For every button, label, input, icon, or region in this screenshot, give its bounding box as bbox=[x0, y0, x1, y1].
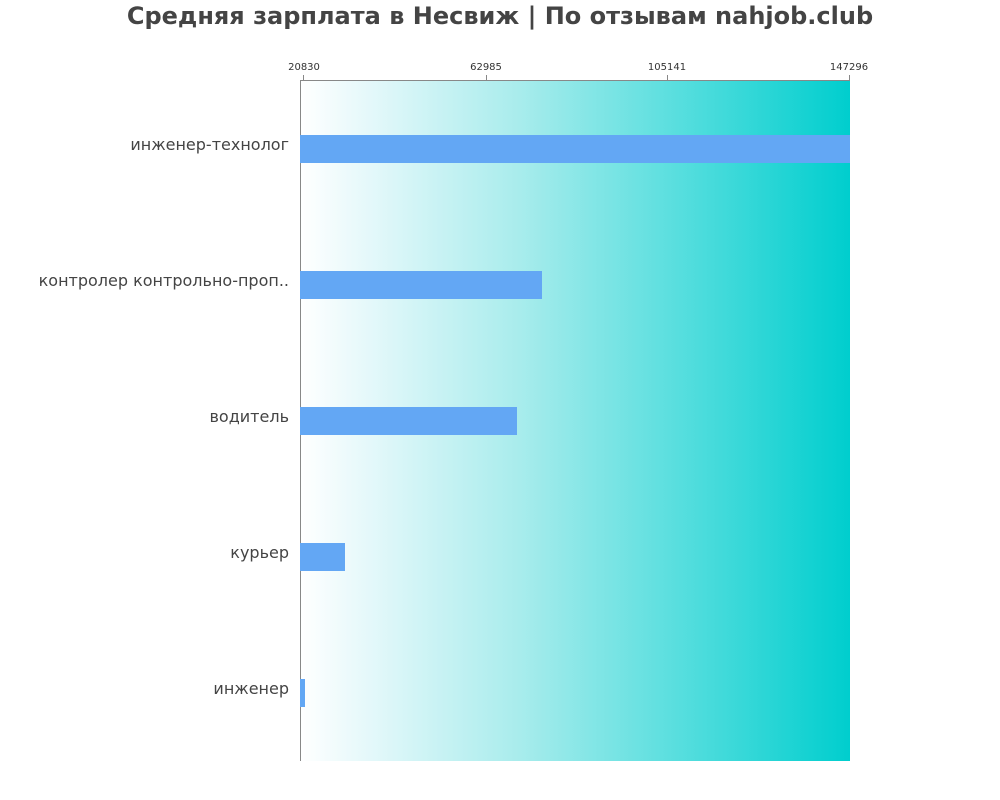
x-tick-label: 147296 bbox=[829, 62, 869, 73]
category-label: контролер контрольно-проп.. bbox=[38, 271, 289, 290]
category-label: курьер bbox=[230, 543, 289, 562]
bar bbox=[300, 407, 517, 435]
x-tick-label: 62985 bbox=[470, 62, 502, 73]
bar bbox=[300, 679, 306, 707]
bar bbox=[300, 543, 346, 571]
category-label: инженер bbox=[213, 679, 289, 698]
x-tick bbox=[667, 75, 668, 80]
chart-title: Средняя зарплата в Несвиж | По отзывам n… bbox=[126, 2, 874, 30]
x-tick-label: 105141 bbox=[647, 62, 687, 73]
bar bbox=[300, 135, 850, 163]
x-axis-line bbox=[300, 80, 850, 81]
x-tick bbox=[303, 75, 304, 80]
category-label: водитель bbox=[209, 407, 290, 426]
bar bbox=[300, 271, 543, 299]
x-tick-label: 20830 bbox=[288, 62, 320, 73]
category-label: инженер-технолог bbox=[130, 135, 289, 154]
x-tick bbox=[486, 75, 487, 80]
x-tick bbox=[849, 75, 850, 80]
